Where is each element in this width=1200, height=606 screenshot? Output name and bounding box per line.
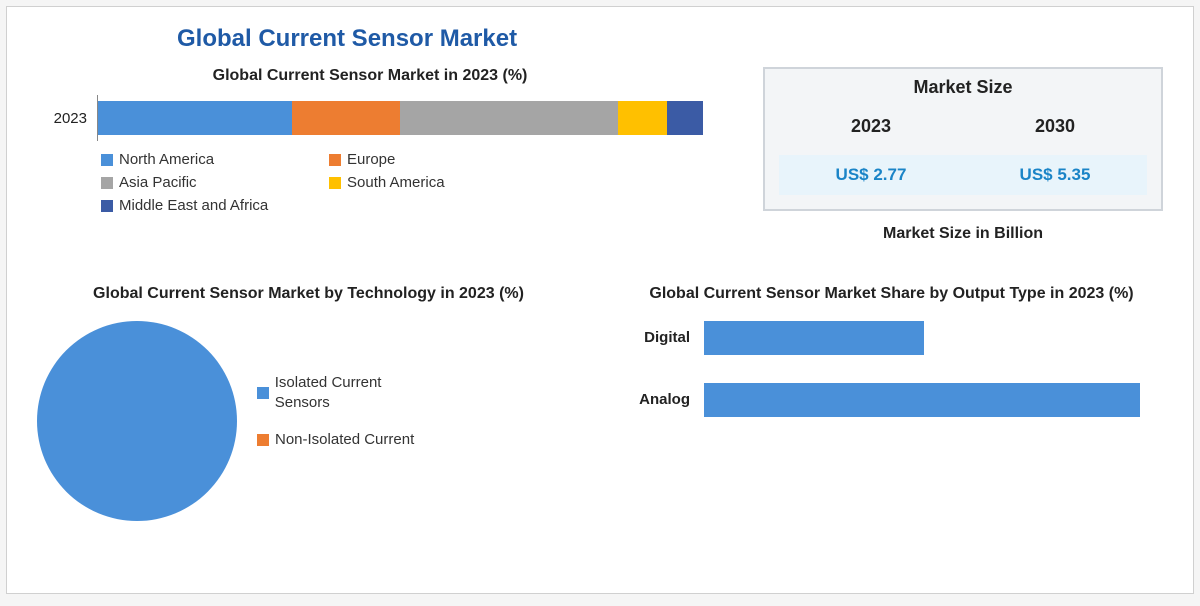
legend-item: Non-Isolated Current: [257, 430, 437, 450]
size-val-2030: US$ 5.35: [963, 153, 1147, 195]
market-size-title: Market Size: [779, 77, 1147, 98]
technology-legend: Isolated Current Sensors Non-Isolated Cur…: [257, 373, 437, 468]
hbar-track: [704, 383, 1163, 417]
hbar-fill: [704, 321, 924, 355]
main-title: Global Current Sensor Market: [177, 25, 1163, 53]
pie-graphic: [37, 321, 237, 521]
legend-item: Europe: [329, 151, 529, 168]
stacked-segment: [618, 101, 666, 135]
hbar-row: Digital: [620, 321, 1163, 355]
hbar-fill: [704, 383, 1140, 417]
hbar-label: Analog: [620, 391, 690, 408]
regional-share-title: Global Current Sensor Market in 2023 (%): [37, 67, 703, 85]
top-row: Global Current Sensor Market in 2023 (%)…: [37, 67, 1163, 243]
regional-legend: North America Europe Asia Pacific South Ame…: [101, 151, 703, 214]
stacked-segment: [98, 101, 292, 135]
legend-label: Non-Isolated Current: [275, 430, 414, 450]
hbar-container: Digital Analog: [620, 321, 1163, 417]
stacked-year-label: 2023: [37, 110, 87, 127]
stacked-bar: [98, 101, 703, 135]
legend-item: North America: [101, 151, 301, 168]
size-col-2023: 2023: [779, 108, 963, 153]
legend-swatch: [257, 434, 269, 446]
stacked-segment: [400, 101, 618, 135]
legend-item: Middle East and Africa: [101, 197, 301, 214]
stacked-segment: [667, 101, 703, 135]
stacked-bar-row: 2023: [37, 95, 703, 141]
legend-label: South America: [347, 174, 445, 191]
legend-swatch: [101, 200, 113, 212]
market-size-card: Market Size 2023 2030 US$ 2.77 US$ 5.35: [763, 67, 1163, 211]
legend-label: North America: [119, 151, 214, 168]
regional-share-chart: Global Current Sensor Market in 2023 (%)…: [37, 67, 703, 214]
hbar-label: Digital: [620, 329, 690, 346]
market-size-table: 2023 2030 US$ 2.77 US$ 5.35: [779, 108, 1147, 195]
legend-swatch: [101, 177, 113, 189]
technology-pie-chart: Global Current Sensor Market by Technolo…: [37, 283, 580, 521]
legend-item: Isolated Current Sensors: [257, 373, 437, 412]
legend-label: Middle East and Africa: [119, 197, 268, 214]
stacked-axis: [97, 95, 703, 141]
output-type-title: Global Current Sensor Market Share by Ou…: [620, 283, 1163, 305]
hbar-row: Analog: [620, 383, 1163, 417]
legend-label: Asia Pacific: [119, 174, 197, 191]
infographic-frame: Global Current Sensor Market Global Curr…: [6, 6, 1194, 594]
size-val-2023: US$ 2.77: [779, 153, 963, 195]
output-type-bar-chart: Global Current Sensor Market Share by Ou…: [620, 283, 1163, 521]
technology-pie-title: Global Current Sensor Market by Technolo…: [37, 283, 580, 305]
pie-row: Isolated Current Sensors Non-Isolated Cur…: [37, 321, 580, 521]
stacked-segment: [292, 101, 401, 135]
bottom-row: Global Current Sensor Market by Technolo…: [37, 283, 1163, 521]
legend-swatch: [329, 154, 341, 166]
legend-label: Europe: [347, 151, 395, 168]
legend-swatch: [329, 177, 341, 189]
legend-item: South America: [329, 174, 529, 191]
market-size-subtitle: Market Size in Billion: [763, 225, 1163, 243]
legend-item: Asia Pacific: [101, 174, 301, 191]
legend-label: Isolated Current Sensors: [275, 373, 437, 412]
market-size-panel: Market Size 2023 2030 US$ 2.77 US$ 5.35 …: [763, 67, 1163, 243]
size-col-2030: 2030: [963, 108, 1147, 153]
hbar-track: [704, 321, 1163, 355]
legend-swatch: [257, 387, 269, 399]
legend-swatch: [101, 154, 113, 166]
